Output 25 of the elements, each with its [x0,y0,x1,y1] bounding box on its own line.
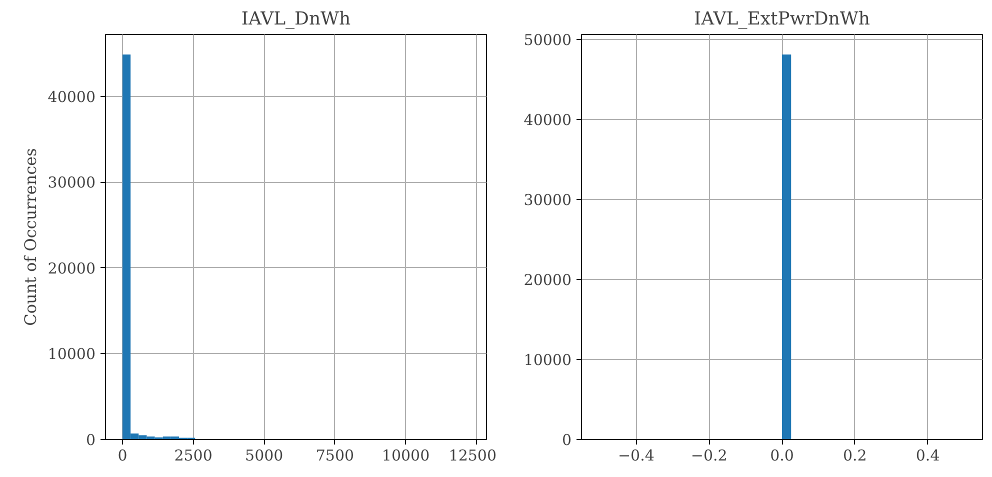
y-tick-label: 10000 [524,350,572,369]
x-tick-label: 5000 [245,446,284,464]
chart-title: IAVL_ExtPwrDnWh [694,8,870,30]
y-tick-label: 0 [562,431,572,449]
y-tick-label: 20000 [48,260,96,278]
x-tick-label: 2500 [174,446,212,464]
y-tick-label: 10000 [48,345,96,364]
y-tick-label: 50000 [524,30,572,49]
y-axis-title: Count of Occurrences [20,148,40,326]
x-tick-label: 0.0 [770,446,794,464]
x-tick-label: 12500 [448,446,496,464]
chart-title: IAVL_DnWh [241,8,352,30]
y-tick-label: 20000 [524,270,572,289]
x-tick-label: 0.4 [916,446,940,464]
y-tick-label: 30000 [48,174,96,192]
x-tick-label: −0.4 [618,446,654,464]
x-tick-label: 0.2 [842,446,867,464]
y-tick-label: 40000 [524,110,572,129]
x-tick-label: 7500 [316,446,354,464]
y-tick-label: 30000 [524,190,572,209]
x-tick-label: −0.2 [690,446,728,464]
x-tick-label: 0 [118,446,128,464]
y-tick-label: 40000 [48,88,96,106]
y-tick-label: 0 [86,431,96,449]
x-tick-label: 10000 [382,446,430,464]
